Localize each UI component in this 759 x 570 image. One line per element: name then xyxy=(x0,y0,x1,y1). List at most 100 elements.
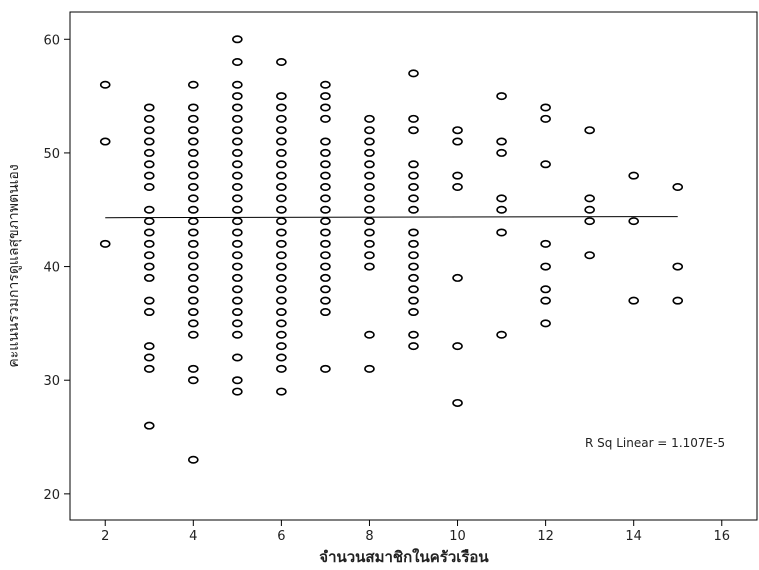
x-tick-label: 14 xyxy=(625,529,642,544)
x-tick-label: 10 xyxy=(449,529,466,544)
point xyxy=(143,205,155,214)
point xyxy=(540,114,551,123)
point xyxy=(628,296,639,305)
point xyxy=(232,171,243,180)
point xyxy=(408,171,419,180)
point xyxy=(143,183,155,192)
point xyxy=(232,319,243,328)
point xyxy=(672,296,684,305)
point xyxy=(364,205,375,214)
point xyxy=(232,205,243,214)
point xyxy=(408,251,419,260)
point xyxy=(276,160,287,169)
point xyxy=(540,262,551,271)
point xyxy=(232,308,243,317)
point xyxy=(276,251,287,260)
point xyxy=(143,126,155,135)
point xyxy=(364,194,375,203)
point xyxy=(276,183,287,192)
point xyxy=(188,114,199,123)
point xyxy=(276,353,287,362)
point xyxy=(496,148,507,157)
point xyxy=(276,228,287,237)
point xyxy=(320,285,331,294)
point xyxy=(232,262,243,271)
point xyxy=(408,205,419,214)
point xyxy=(143,103,155,112)
point xyxy=(496,194,507,203)
point xyxy=(408,228,419,237)
point xyxy=(232,330,243,339)
point xyxy=(143,251,155,260)
point xyxy=(232,217,243,226)
fit-line xyxy=(105,216,678,219)
point xyxy=(276,92,287,101)
point xyxy=(276,217,287,226)
point xyxy=(452,126,463,135)
point xyxy=(232,160,243,169)
point xyxy=(232,228,243,237)
point xyxy=(232,285,243,294)
point xyxy=(188,262,199,271)
point xyxy=(364,251,375,260)
point xyxy=(188,285,199,294)
y-tick-label: 50 xyxy=(43,147,60,162)
point xyxy=(276,148,287,157)
y-tick-label: 40 xyxy=(43,261,60,276)
point xyxy=(188,330,199,339)
point xyxy=(364,114,375,123)
point xyxy=(276,285,287,294)
point xyxy=(99,137,111,146)
point xyxy=(452,171,463,180)
annotation: R Sq Linear = 1.107E-5 xyxy=(585,436,725,450)
point xyxy=(188,251,199,260)
point xyxy=(232,92,243,101)
point xyxy=(232,273,243,282)
x-tick-label: 6 xyxy=(277,529,285,544)
point xyxy=(276,126,287,135)
point xyxy=(540,319,551,328)
point xyxy=(188,80,199,89)
point xyxy=(276,387,287,396)
point xyxy=(408,330,419,339)
point xyxy=(143,342,155,351)
plot-frame xyxy=(69,11,758,521)
point xyxy=(276,205,287,214)
point xyxy=(364,262,375,271)
point xyxy=(143,114,155,123)
point xyxy=(408,285,419,294)
point xyxy=(320,239,331,248)
point xyxy=(364,330,375,339)
point xyxy=(320,148,331,157)
point xyxy=(408,183,419,192)
point xyxy=(452,398,463,407)
point xyxy=(232,194,243,203)
point xyxy=(628,171,639,180)
point xyxy=(320,217,331,226)
point xyxy=(276,103,287,112)
point xyxy=(628,217,639,226)
point xyxy=(320,251,331,260)
x-tick-label: 2 xyxy=(101,529,109,544)
point xyxy=(188,376,199,385)
point xyxy=(364,217,375,226)
point xyxy=(143,296,155,305)
point xyxy=(188,273,199,282)
x-tick-label: 16 xyxy=(713,529,730,544)
point xyxy=(320,114,331,123)
point xyxy=(364,137,375,146)
point xyxy=(452,137,463,146)
point xyxy=(188,319,199,328)
point xyxy=(320,183,331,192)
point xyxy=(320,80,331,89)
point xyxy=(143,217,155,226)
point xyxy=(188,217,199,226)
point xyxy=(320,296,331,305)
point xyxy=(188,148,199,157)
point xyxy=(188,194,199,203)
point xyxy=(408,308,419,317)
point xyxy=(232,183,243,192)
point xyxy=(232,239,243,248)
point xyxy=(188,171,199,180)
